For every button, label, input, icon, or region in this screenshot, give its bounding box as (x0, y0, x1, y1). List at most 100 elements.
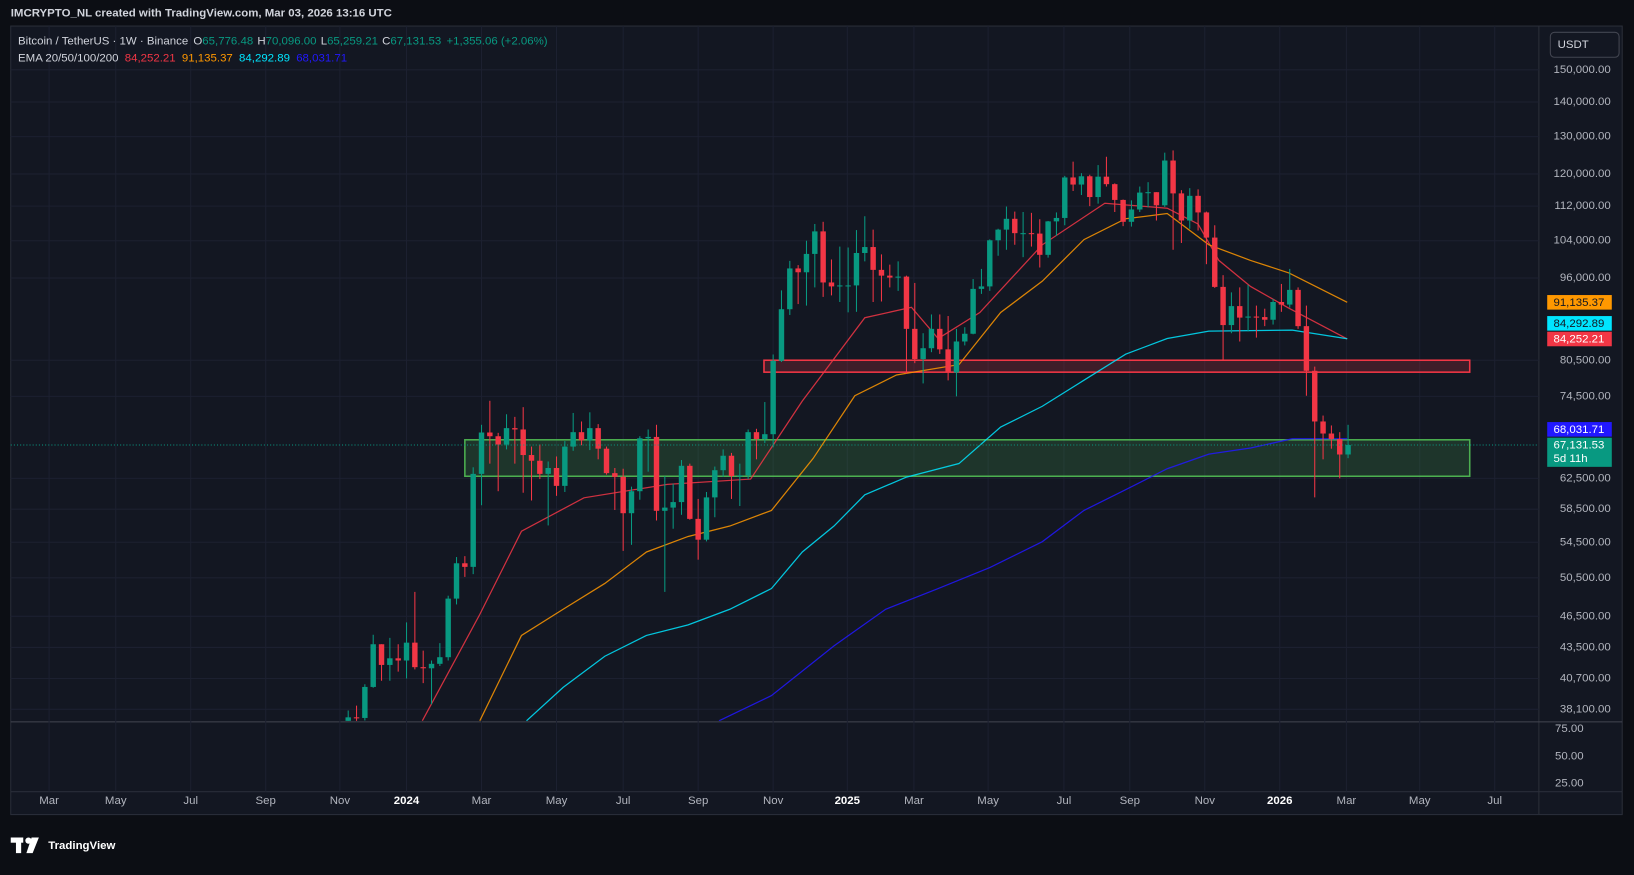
candle-body (1028, 233, 1035, 235)
candle-body (528, 455, 535, 461)
candle-body (1162, 160, 1168, 206)
candle-body (345, 717, 351, 721)
candle-body (1070, 177, 1076, 185)
candle-body (428, 663, 435, 669)
candle-body (912, 328, 918, 360)
legend-ema-value: 84,292.89 (239, 52, 290, 64)
candle-body (728, 455, 735, 477)
x-tick-label: 2025 (835, 795, 861, 807)
candle-body (420, 667, 426, 669)
price-tag (1547, 316, 1612, 331)
legend-ohlc-label: L (321, 36, 327, 48)
legend-ohlc-value: 65,259.21 (327, 36, 378, 48)
y-tick-label: 96,000.00 (1560, 272, 1611, 284)
candle-body (545, 468, 551, 474)
candle-body (470, 473, 476, 567)
y-tick-label: 112,000.00 (1554, 200, 1610, 212)
legend-ema-value: 84,252.21 (125, 52, 176, 64)
x-tick-label: May (105, 795, 127, 807)
candle-body (1103, 176, 1110, 185)
x-tick-label: May (977, 795, 999, 807)
candle-body (1237, 306, 1243, 318)
legend-ohlc-value: 70,096.00 (266, 36, 317, 48)
candle-body (687, 465, 693, 519)
candle-body (620, 476, 626, 514)
legend-ema-name: EMA 20/50/100/200 (18, 52, 118, 64)
x-tick-label: Nov (330, 795, 351, 807)
candle-body (903, 276, 910, 329)
candle-body (762, 434, 768, 439)
legend-ema-value: 91,135.37 (182, 52, 233, 64)
candle-body (1262, 317, 1268, 320)
candle-body (562, 446, 568, 486)
price-tag-label: 84,252.21 (1553, 334, 1604, 346)
x-tick-label: Sep (688, 795, 708, 807)
price-tag (1547, 437, 1612, 467)
candle-body (1037, 233, 1043, 255)
legend-change: +1,355.06 (+2.06%) (446, 36, 547, 48)
candle-body (720, 455, 726, 471)
candle-body (595, 428, 601, 449)
candle-body (995, 229, 1001, 241)
price-tag (1547, 295, 1612, 310)
ema-line (718, 438, 1348, 721)
candle-body (803, 253, 810, 273)
legend-ohlc-label: O (193, 36, 202, 48)
candle-body (1145, 192, 1151, 194)
candle-body (937, 328, 943, 350)
currency-button[interactable] (1549, 31, 1620, 58)
candle-body (1020, 233, 1026, 235)
candle-body (445, 598, 451, 658)
candle-body (837, 285, 843, 287)
candle-body (378, 644, 385, 665)
candle-body (1203, 212, 1210, 238)
candle-body (628, 491, 635, 514)
x-tick-label: 2024 (394, 795, 420, 807)
candle-body (403, 642, 410, 661)
price-tag (1547, 422, 1612, 437)
countdown-label: 5d 11h (1553, 453, 1587, 465)
zone (464, 439, 1471, 478)
candle-body (478, 432, 485, 474)
candle-body (412, 642, 418, 668)
candle-body (962, 333, 968, 342)
candle-body (703, 497, 710, 540)
candle-body (853, 252, 860, 286)
y-tick-label: 120,000.00 (1554, 168, 1611, 180)
candle-body (870, 247, 876, 270)
legend-ema-row: EMA 20/50/100/200 84,252.21 91,135.37 84,29… (18, 52, 347, 64)
logo-icon (10, 837, 39, 854)
logo-text: TradingView (48, 840, 115, 852)
candle-body (862, 247, 868, 253)
candle-body (362, 686, 368, 718)
y-tick-label: 130,000.00 (1554, 131, 1611, 143)
x-tick-label: Sep (1120, 795, 1140, 807)
candle-body (920, 348, 926, 360)
candle-body (1078, 176, 1085, 185)
x-tick-label: Mar (904, 795, 924, 807)
candle-body (1170, 160, 1176, 194)
candle-body (1012, 218, 1018, 234)
x-tick-label: Nov (1195, 795, 1216, 807)
y-tick-label: 58,500.00 (1560, 503, 1611, 515)
currency-label[interactable]: USDT (1558, 39, 1589, 51)
candle-body (1053, 217, 1060, 222)
candle-body (1120, 199, 1126, 222)
candle-body (928, 328, 935, 349)
legend-symbol-row: Bitcoin / TetherUS · 1W · Binance O65,776… (18, 36, 548, 48)
candle-body (1045, 221, 1051, 255)
candle-body (503, 428, 510, 445)
candle-body (1345, 444, 1351, 455)
candle-body (1128, 209, 1135, 222)
candle-body (1153, 192, 1160, 206)
candle-body (495, 436, 501, 445)
candle-body (662, 507, 668, 511)
x-tick-label: Jul (1487, 795, 1502, 807)
x-tick-label: Nov (763, 795, 784, 807)
candle-body (1187, 195, 1193, 221)
candle-body (603, 448, 610, 474)
x-tick-label: Jul (183, 795, 198, 807)
x-tick-label: Sep (256, 795, 276, 807)
candle-body (1062, 177, 1068, 218)
